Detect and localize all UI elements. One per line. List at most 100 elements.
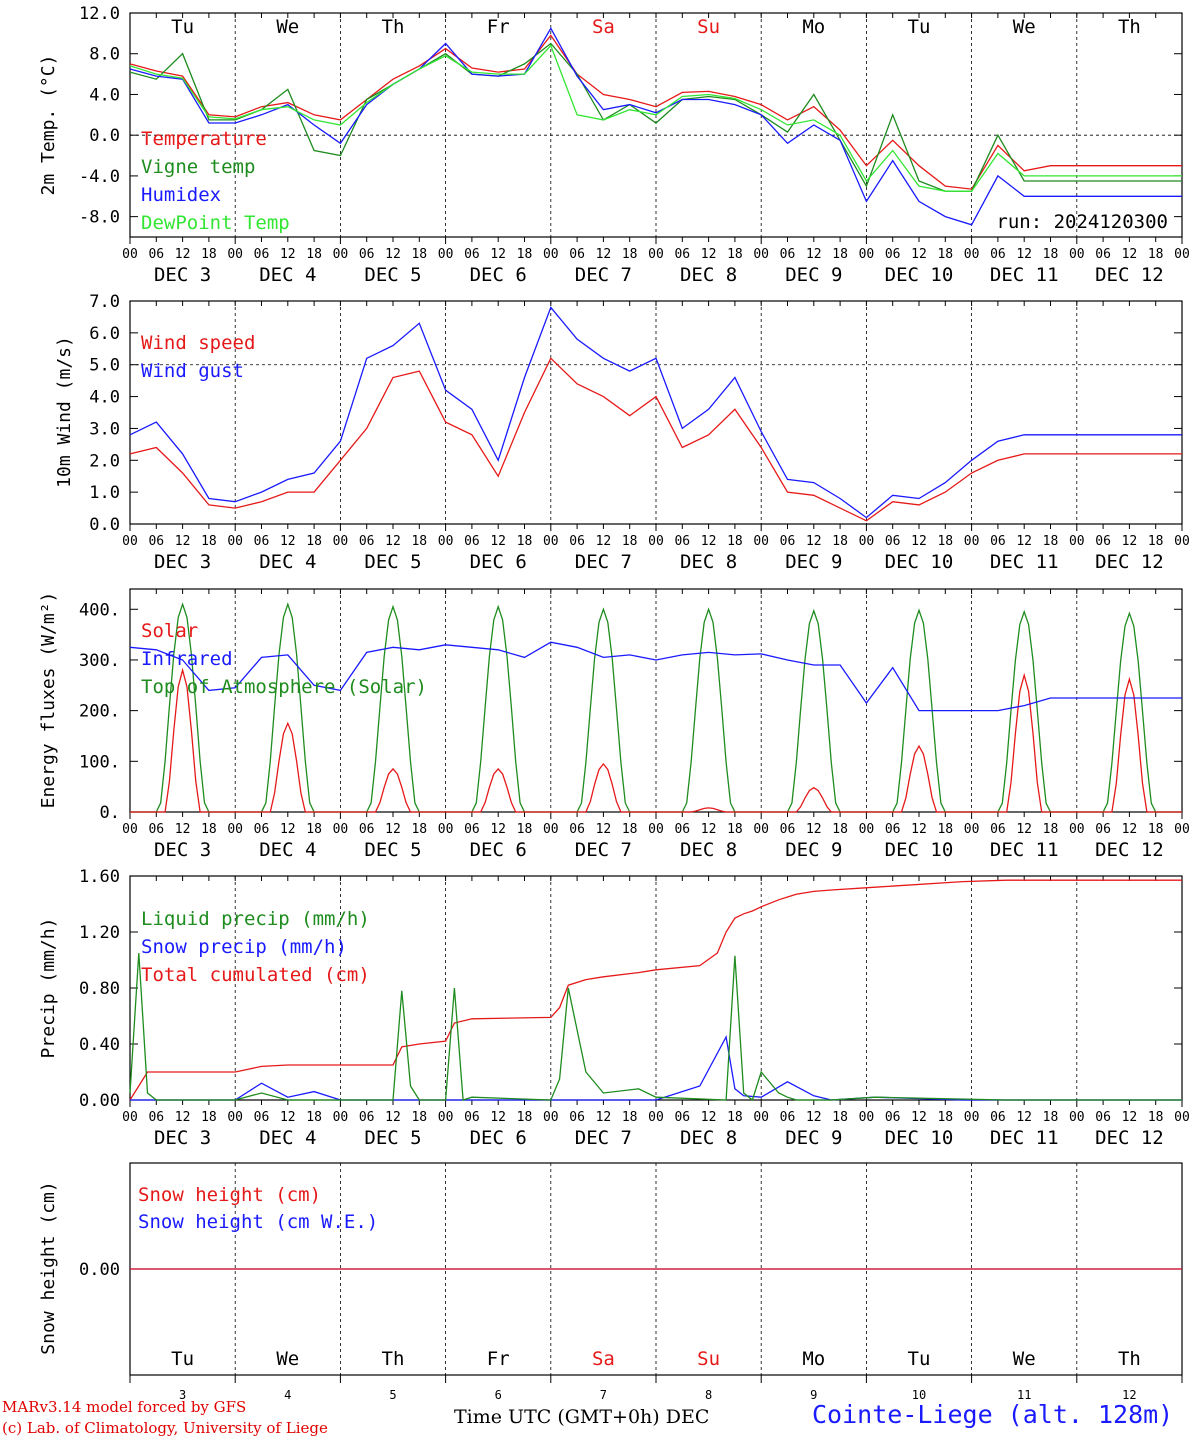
panel2-hour-label: 00 <box>1174 534 1190 549</box>
panel3-hour-label: 12 <box>490 822 506 837</box>
panel1-date-label: DEC 5 <box>364 264 421 286</box>
panel3-hour-label: 18 <box>937 822 953 837</box>
panel4-ytick-label: 0.40 <box>79 1035 120 1055</box>
panel4-hour-label: 00 <box>1174 1110 1190 1125</box>
panel3-date-label: DEC 11 <box>990 839 1059 861</box>
panel1-date-label: DEC 12 <box>1095 264 1164 286</box>
panel4-ytick-label: 0.80 <box>79 979 120 999</box>
panel1-date-label: DEC 3 <box>154 264 211 286</box>
panel3-hour-label: 12 <box>1016 822 1032 837</box>
panel4-hour-label: 06 <box>780 1110 796 1125</box>
panel2-ytick-label: 2.0 <box>89 451 120 471</box>
legend-snow-height-cm-w-e: Snow height (cm W.E.) <box>138 1211 378 1233</box>
weekday-label-top: Th <box>1118 16 1141 38</box>
panel1-hour-label: 18 <box>517 247 533 262</box>
panel2-hour-label: 06 <box>254 534 270 549</box>
panel3-hour-label: 06 <box>990 822 1006 837</box>
panel1-ytick-label: -8.0 <box>79 208 120 228</box>
weekday-label-top: We <box>276 16 299 38</box>
panel2-ytick-label: 6.0 <box>89 324 120 344</box>
legend-vigne-temp: Vigne temp <box>141 156 255 178</box>
panel1-hour-label: 06 <box>359 247 375 262</box>
day-number-label: 8 <box>705 1388 712 1402</box>
series-dewpoint-temp <box>129 44 1182 192</box>
panel1-ytick-label: 0.0 <box>89 126 120 146</box>
panel3-hour-label: 18 <box>622 822 638 837</box>
panel1-date-label: DEC 7 <box>575 264 632 286</box>
panel1-hour-label: 12 <box>490 247 506 262</box>
panel1-hour-label: 12 <box>701 247 717 262</box>
panel1-hour-label: 00 <box>543 247 559 262</box>
panel5-ylabel: Snow height (cm) <box>38 1181 59 1354</box>
panel4-hour-label: 18 <box>937 1110 953 1125</box>
panel3-hour-label: 12 <box>911 822 927 837</box>
panel3-hour-label: 06 <box>359 822 375 837</box>
panel4-date-label: DEC 10 <box>885 1127 954 1149</box>
panel2-hour-label: 06 <box>990 534 1006 549</box>
panel2-hour-label: 00 <box>122 534 138 549</box>
legend-temperature: Temperature <box>141 128 267 150</box>
panel2-hour-label: 06 <box>1095 534 1111 549</box>
panel1-hour-label: 12 <box>1122 247 1138 262</box>
panel2-hour-label: 12 <box>280 534 296 549</box>
panel1-ytick-label: 8.0 <box>89 45 120 65</box>
series-wind-speed <box>129 357 1182 522</box>
panel1-date-label: DEC 8 <box>680 264 737 286</box>
weekday-label-top: We <box>1013 16 1036 38</box>
panel3-date-label: DEC 4 <box>259 839 316 861</box>
panel3-hour-label: 18 <box>411 822 427 837</box>
weekday-label-top: Mo <box>802 16 825 38</box>
panel2-hour-label: 00 <box>753 534 769 549</box>
panel3-hour-label: 12 <box>175 822 191 837</box>
day-number-label: 6 <box>495 1388 502 1402</box>
legend-wind-speed: Wind speed <box>141 332 255 354</box>
panel2-hour-label: 00 <box>859 534 875 549</box>
panel4-ylabel: Precip (mm/h) <box>38 918 59 1059</box>
panel3-hour-label: 06 <box>148 822 164 837</box>
panel1-ytick-label: -4.0 <box>79 167 120 187</box>
panel4-hour-label: 12 <box>806 1110 822 1125</box>
panel1-frame <box>129 12 1183 238</box>
panel4-hour-label: 00 <box>1069 1110 1085 1125</box>
panel1-hour-label: 06 <box>990 247 1006 262</box>
panel3-hour-label: 00 <box>964 822 980 837</box>
panel4-hour-label: 18 <box>622 1110 638 1125</box>
panel4-hour-label: 06 <box>990 1110 1006 1125</box>
panel4-date-label: DEC 3 <box>154 1127 211 1149</box>
legend-humidex: Humidex <box>141 184 221 206</box>
day-number-label: 7 <box>600 1388 607 1402</box>
weekday-label-bottom: Th <box>1118 1348 1141 1370</box>
panel1-hour-label: 12 <box>385 247 401 262</box>
weekday-label-bottom: Th <box>382 1348 405 1370</box>
legend-wind-gust: Wind gust <box>141 360 244 382</box>
panel4-hour-label: 12 <box>490 1110 506 1125</box>
panel4-hour-label: 18 <box>727 1110 743 1125</box>
panel2-ytick-label: 4.0 <box>89 388 120 408</box>
panel3-hour-label: 00 <box>1069 822 1085 837</box>
panel2-hour-label: 12 <box>806 534 822 549</box>
panel1-hour-label: 12 <box>280 247 296 262</box>
panel1-hour-label: 18 <box>832 247 848 262</box>
panel2-hour-label: 06 <box>464 534 480 549</box>
panel1-hour-label: 06 <box>674 247 690 262</box>
panel1-date-label: DEC 9 <box>785 264 842 286</box>
panel4-hour-label: 12 <box>1016 1110 1032 1125</box>
panel2-date-label: DEC 12 <box>1095 551 1164 573</box>
panel4-hour-label: 06 <box>464 1110 480 1125</box>
panel1-ylabel: 2m Temp. (°C) <box>38 55 59 196</box>
lab-credit: (c) Lab. of Climatology, University of L… <box>2 1419 328 1437</box>
panel2-date-label: DEC 5 <box>364 551 421 573</box>
panel4-hour-label: 00 <box>333 1110 349 1125</box>
panel3-hour-label: 06 <box>780 822 796 837</box>
panel2-hour-label: 18 <box>622 534 638 549</box>
panel2-hour-label: 18 <box>832 534 848 549</box>
panel3-ytick-label: 100. <box>79 752 120 772</box>
panel3-date-label: DEC 5 <box>364 839 421 861</box>
panel3-hour-label: 00 <box>543 822 559 837</box>
panel1-hour-label: 00 <box>648 247 664 262</box>
series-solar <box>130 667 1182 813</box>
panel2-hour-label: 18 <box>727 534 743 549</box>
panel2-hour-label: 18 <box>306 534 322 549</box>
panel2-hour-label: 18 <box>517 534 533 549</box>
panel3-hour-label: 12 <box>280 822 296 837</box>
